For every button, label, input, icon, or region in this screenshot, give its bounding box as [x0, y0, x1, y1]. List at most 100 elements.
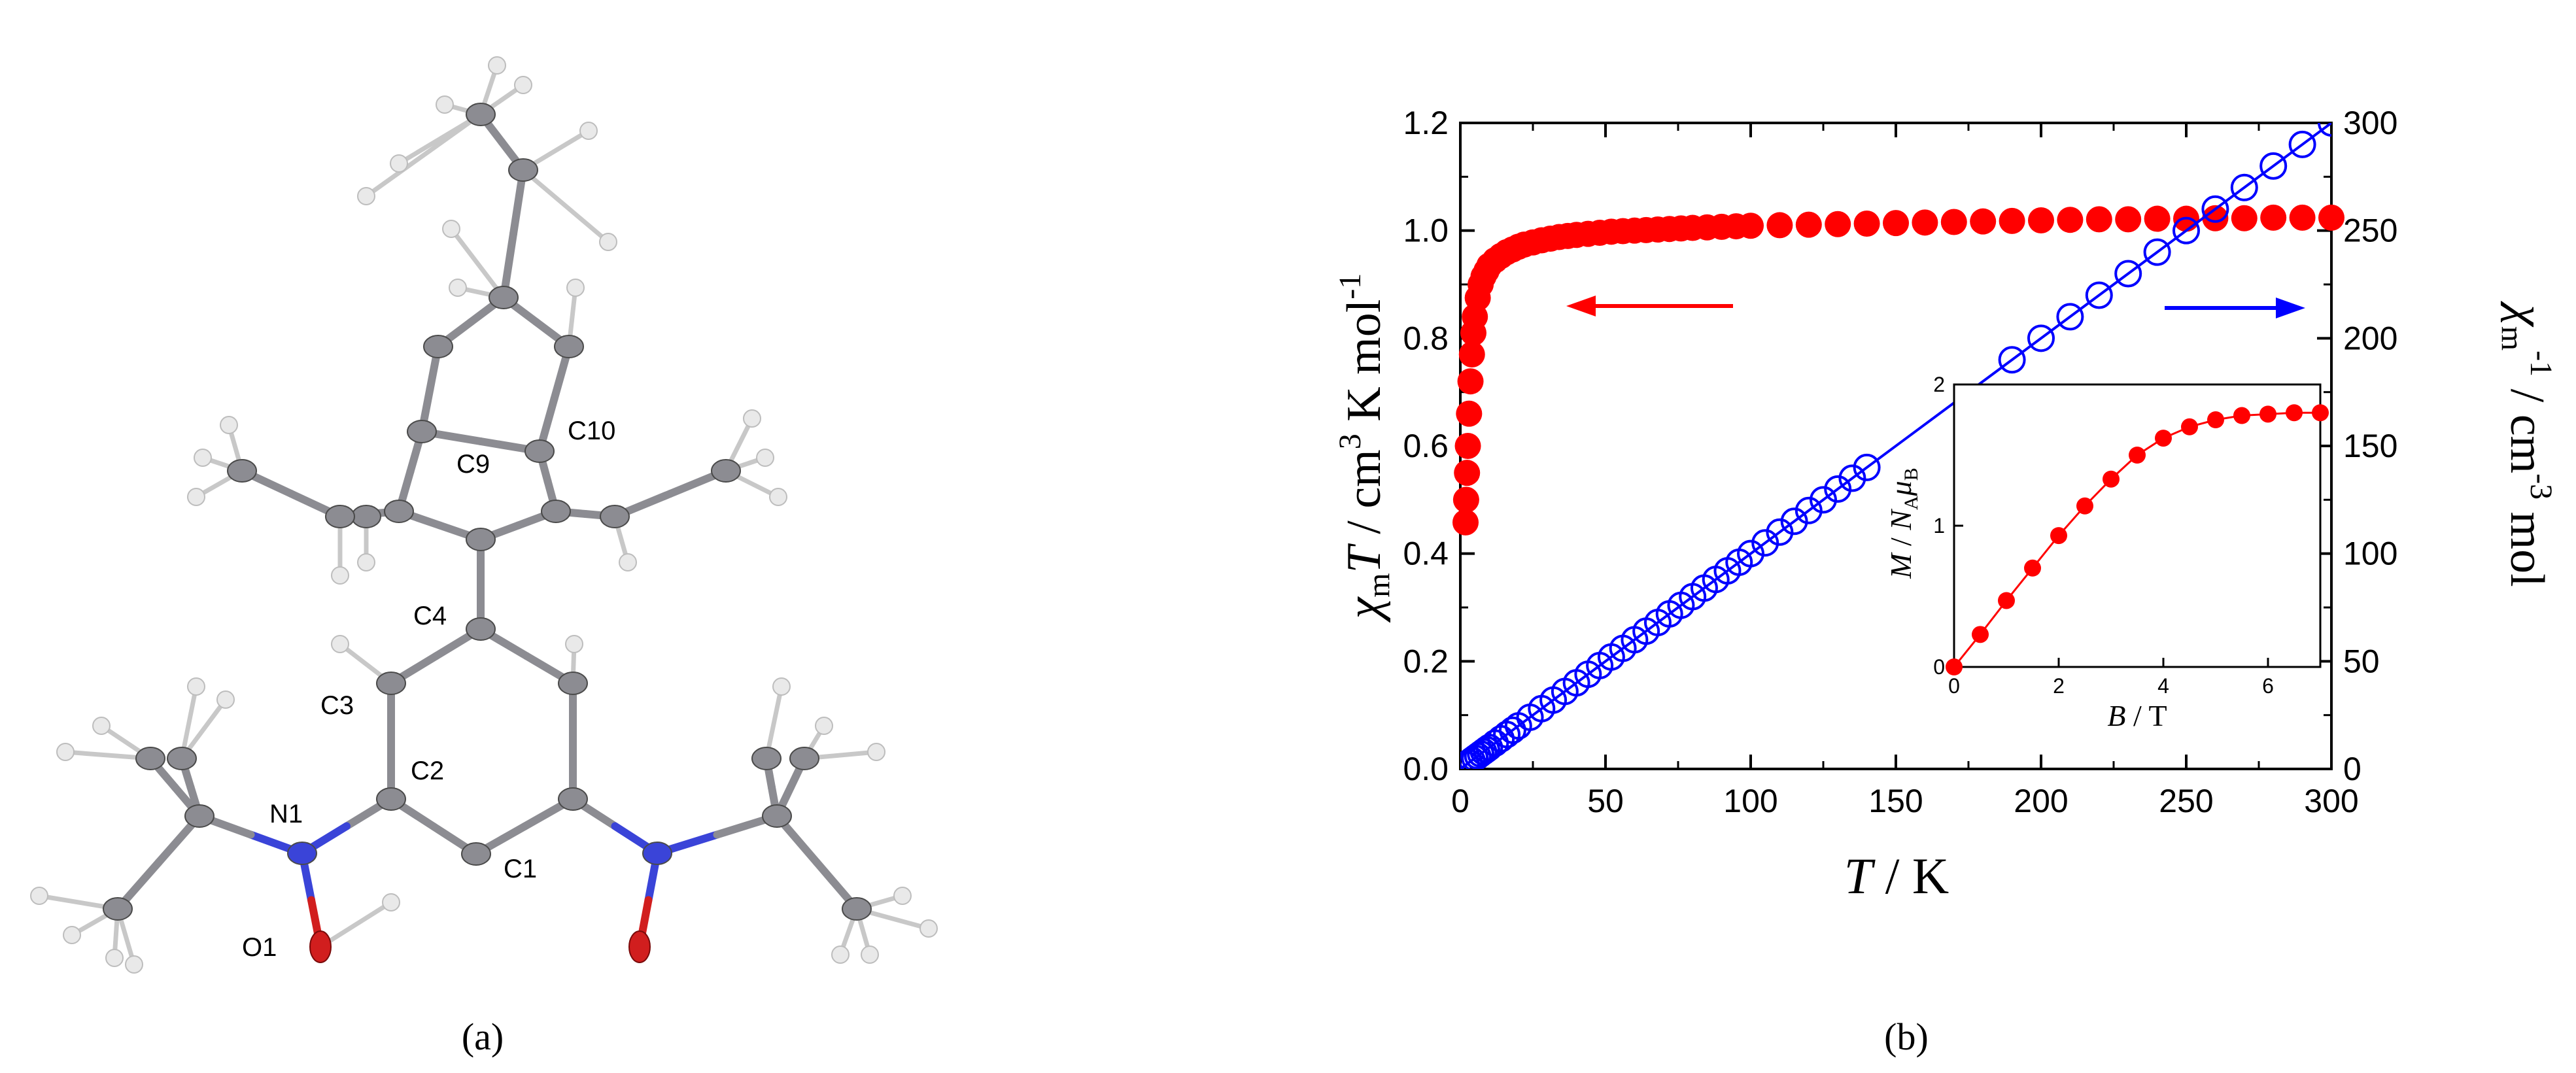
- axis-tick-labels: 0 50 100 150 200 250 3000.00.20.40.60.81.01.20…: [1403, 105, 2397, 819]
- atom-hydrogen: [514, 76, 532, 94]
- atom-hydrogen: [125, 955, 143, 974]
- data-point-chi-m-t: [2057, 207, 2084, 233]
- y-left-tick-label: 0.4: [1403, 536, 1449, 572]
- data-point-inverse-chi-m: [1998, 346, 2026, 374]
- data-point-chi-m-t: [1999, 207, 2025, 234]
- atom-hydrogen: [331, 635, 349, 653]
- y-left-tick-label: 0.8: [1403, 320, 1449, 356]
- atom-hydrogen: [216, 690, 235, 709]
- data-point-chi-m-t: [1766, 212, 1793, 239]
- atom-hydrogen: [769, 488, 787, 506]
- inset-y-tick-label: 1: [1933, 514, 1945, 537]
- atom-carbon: [751, 747, 781, 770]
- molecular-structure-drawing: C10 C9 C4 C3 C2 N1 C1 O1: [30, 56, 938, 974]
- atom-label-c3: C3: [320, 691, 354, 720]
- atom-carbon: [842, 897, 872, 921]
- data-point-inverse-chi-m: [2201, 195, 2229, 223]
- inset-x-tick-label: 4: [2157, 674, 2169, 698]
- inset-y-tick-label: 2: [1933, 373, 1945, 396]
- bond-hydrogen: [364, 112, 483, 199]
- atom-hydrogen: [867, 743, 885, 761]
- atom-carbon: [376, 672, 406, 695]
- y-left-tick-label: 1.2: [1403, 105, 1449, 141]
- data-point-chi-m-t: [1970, 208, 1997, 235]
- inset-series-magnetization: [1946, 404, 2329, 675]
- inset-y-axis-title: M / NAμB: [1884, 468, 1922, 579]
- atom-carbon: [407, 420, 437, 443]
- y-left-tick-label: 1.0: [1403, 213, 1449, 249]
- atom-label-c10: C10: [568, 417, 615, 445]
- bond-hydrogen: [179, 684, 199, 761]
- atom-carbon: [167, 747, 197, 770]
- inset-data-point: [2076, 497, 2093, 515]
- x-tick-label: 150: [1868, 783, 1923, 819]
- atom-hydrogen: [390, 154, 408, 173]
- data-point-chi-m-t: [1452, 509, 1479, 536]
- atom-hydrogen: [382, 893, 400, 911]
- atom-label-c9: C9: [456, 450, 490, 479]
- atom-carbon: [184, 804, 215, 828]
- atom-carbon: [466, 528, 496, 551]
- inset-data-point: [2103, 470, 2120, 488]
- atom-hydrogen: [743, 409, 761, 428]
- data-point-inverse-chi-m: [2143, 238, 2171, 266]
- data-point-inverse-chi-m: [1780, 507, 1808, 536]
- arrow-right-blue: [2165, 298, 2305, 318]
- atom-hydrogen: [357, 553, 375, 571]
- atom-carbon: [376, 787, 406, 811]
- atom-carbon: [466, 617, 496, 641]
- data-point-chi-m-t: [2289, 204, 2316, 231]
- inset-data-point: [2259, 405, 2276, 423]
- atom-hydrogen: [63, 926, 81, 944]
- inset-x-axis-title: B / T: [2107, 699, 2167, 732]
- data-point-chi-m-t: [1457, 368, 1484, 395]
- data-point-chi-m-t: [1853, 210, 1880, 237]
- atom-label-c1: C1: [504, 855, 537, 883]
- atom-hydrogen: [187, 488, 205, 506]
- data-point-chi-m-t: [1454, 433, 1481, 459]
- atom-hydrogen: [220, 416, 238, 434]
- atom-oxygen: [628, 930, 651, 963]
- atom-carbon: [541, 500, 571, 523]
- data-point-inverse-chi-m: [2085, 281, 2113, 309]
- data-point-chi-m-t: [2115, 206, 2142, 233]
- chart-b: 0 50 100 150 200 250 3000.00.20.40.60.81.01.20…: [1333, 105, 2558, 904]
- y-right-tick-label: 300: [2343, 105, 2397, 141]
- y-right-tick-label: 200: [2343, 320, 2397, 356]
- y-left-tick-label: 0.2: [1403, 643, 1449, 679]
- atom-carbon: [558, 672, 588, 695]
- atom-carbon: [351, 505, 381, 528]
- arrow-left-red: [1566, 296, 1733, 316]
- data-point-inverse-chi-m: [2259, 152, 2288, 180]
- data-point-chi-m-t: [2260, 204, 2287, 231]
- atom-carbon: [558, 787, 588, 811]
- atom-carbon: [103, 897, 133, 921]
- x-tick-label: 100: [1723, 783, 1777, 819]
- inset-x-tick-label: 2: [2053, 674, 2065, 698]
- bond-hydrogen: [318, 900, 394, 949]
- y-right-tick-label: 50: [2343, 643, 2380, 679]
- atom-hydrogen: [442, 220, 460, 238]
- y-right-tick-label: 250: [2343, 213, 2397, 249]
- x-tick-label: 0: [1451, 783, 1469, 819]
- data-point-inverse-chi-m: [1472, 736, 1500, 764]
- y-right-tick-label: 150: [2343, 428, 2397, 464]
- atom-carbon: [466, 103, 496, 126]
- data-point-chi-m-t: [2202, 205, 2229, 231]
- atom-carbon: [461, 842, 491, 866]
- atom-hydrogen: [566, 279, 585, 297]
- atom-label-n1: N1: [269, 800, 303, 828]
- data-point-chi-m-t: [1940, 209, 1967, 235]
- atom-hydrogen: [105, 949, 124, 967]
- data-point-inverse-chi-m: [2288, 130, 2316, 158]
- data-point-inverse-chi-m: [1795, 496, 1823, 524]
- atom-hydrogen: [619, 553, 637, 571]
- inset-data-point: [2312, 404, 2329, 422]
- data-point-inverse-chi-m: [2172, 216, 2200, 245]
- bond-hydrogen: [521, 167, 611, 245]
- panel-label-b: (b): [1884, 1015, 1929, 1058]
- molecule-atoms: [30, 56, 938, 974]
- atom-label-c2: C2: [411, 757, 444, 785]
- atom-hydrogen: [815, 717, 833, 735]
- atom-hydrogen: [194, 449, 212, 467]
